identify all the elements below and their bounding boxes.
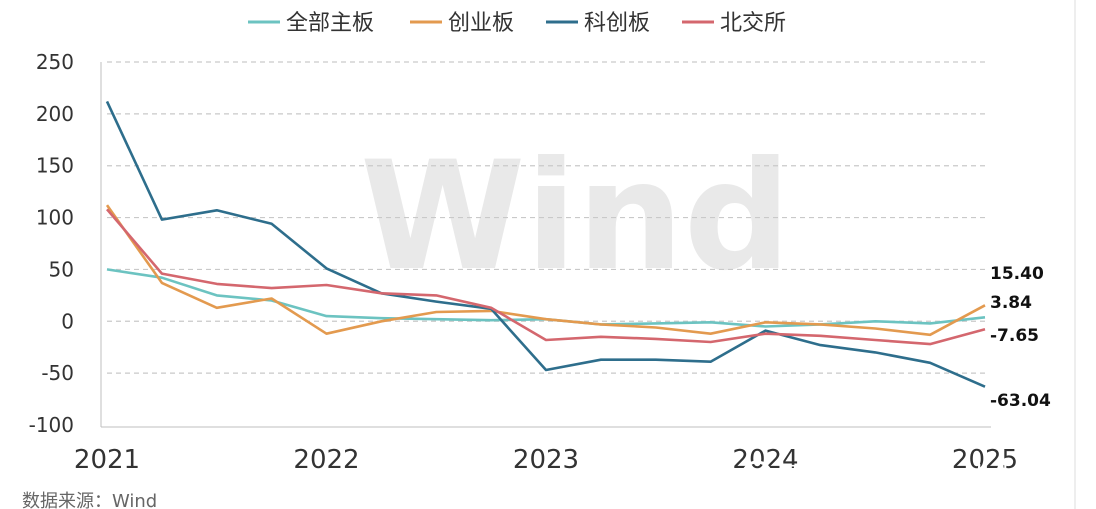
xueqiu-logo-icon — [741, 460, 773, 492]
y-tick-label: 150 — [36, 154, 74, 178]
series-group — [105, 100, 986, 388]
y-tick-label: -50 — [41, 361, 74, 385]
legend-item: 全部主板 — [248, 11, 374, 36]
legend-label: 创业板 — [448, 11, 514, 36]
x-tick-label: 2021 — [74, 445, 140, 475]
end-value-label: 15.40 — [990, 264, 1044, 284]
legend-label: 科创板 — [584, 11, 650, 36]
end-labels: 15.40 3.84 -7.65 -63.04 — [990, 264, 1051, 411]
legend-item: 北交所 — [682, 11, 786, 36]
y-tick-label: 100 — [36, 206, 74, 230]
legend-item: 创业板 — [410, 11, 514, 36]
series-line — [105, 204, 986, 337]
right-border — [1074, 0, 1076, 509]
series-line — [105, 100, 986, 388]
legend-label: 全部主板 — [286, 11, 374, 36]
x-tick-label: 2023 — [513, 445, 579, 475]
x-tick-label: 2022 — [293, 445, 359, 475]
y-tick-label: 50 — [49, 257, 74, 281]
y-tick-label: 250 — [36, 50, 74, 74]
end-value-label: 3.84 — [990, 293, 1032, 313]
end-value-label: -63.04 — [990, 391, 1051, 411]
y-tick-label: 200 — [36, 102, 74, 126]
x-tick-label: 2025 — [952, 445, 1018, 475]
credit-badge: 雪球：yifangfu人生 — [741, 460, 1018, 493]
legend: 全部主板 创业板 科创板 北交所 — [248, 11, 786, 36]
credit-text: 雪球：yifangfu人生 — [782, 463, 1018, 493]
series-line — [106, 208, 986, 346]
legend-item: 科创板 — [546, 11, 650, 36]
legend-label: 北交所 — [720, 11, 786, 36]
y-tick-label: 0 — [61, 309, 74, 333]
source-note: 数据来源：Wind — [22, 491, 157, 509]
y-tick-label: -100 — [29, 413, 74, 437]
grid — [107, 61, 985, 374]
end-value-label: -7.65 — [990, 326, 1039, 346]
